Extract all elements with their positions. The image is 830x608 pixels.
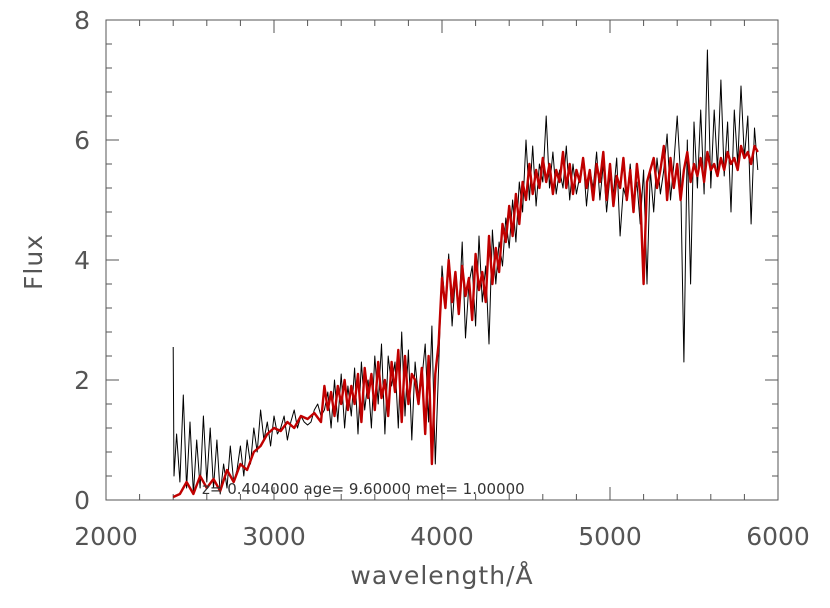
x-tick-label: 4000: [410, 522, 474, 551]
model-spectrum-line: [172, 144, 759, 499]
y-tick-label: 6: [74, 126, 90, 155]
y-tick-label: 0: [74, 486, 90, 515]
axis-ticks: [105, 19, 779, 501]
x-tick-label: 6000: [746, 522, 810, 551]
y-tick-label: 2: [74, 366, 90, 395]
observed-spectrum-line: [172, 49, 759, 495]
x-tick-label: 5000: [578, 522, 642, 551]
chart-annotation: z= 0.404000 age= 9.60000 met= 1.00000: [202, 480, 525, 498]
x-tick-label: 3000: [242, 522, 306, 551]
plot-frame: [105, 19, 779, 501]
y-tick-label: 4: [74, 246, 90, 275]
x-tick-label: 2000: [74, 522, 138, 551]
y-tick-label: 8: [74, 6, 90, 35]
axis-tick-labels: 2000 3000 4000 5000 6000 0 2 4 6 8: [74, 6, 810, 551]
series-layer: [172, 49, 759, 499]
y-axis-title: Flux: [19, 234, 48, 290]
x-axis-title: wavelength/Å: [350, 561, 533, 590]
